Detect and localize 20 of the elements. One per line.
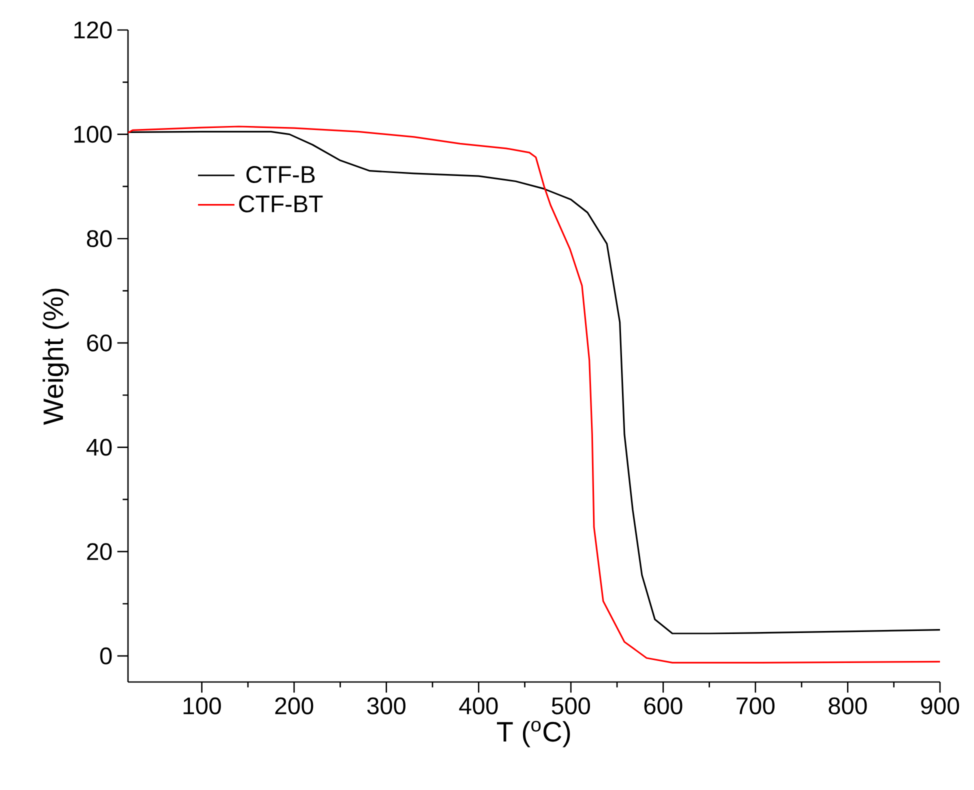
y-tick-label: 100 (74, 126, 112, 143)
x-tick-label: 600 (644, 697, 682, 714)
x-tick-label: 500 (552, 697, 590, 714)
x-tick-label: 700 (736, 697, 775, 714)
y-tick-label: 20 (87, 543, 112, 560)
y-tick-label: 0 (100, 647, 112, 664)
legend-label: CTF-B (246, 166, 315, 183)
x-tick-label: 200 (275, 697, 314, 714)
x-tick-label: 900 (921, 697, 960, 714)
legend-label: CTF-BT (239, 195, 323, 212)
y-tick-label: 40 (86, 438, 112, 456)
y-tick-label: 120 (74, 21, 112, 38)
x-tick-label: 400 (459, 697, 498, 714)
x-tick-label: 300 (367, 697, 406, 714)
y-axis-title: Weight (%) (42, 288, 69, 425)
x-axis-title: T ($^{o}$C) (496, 720, 570, 748)
x-tick-label: 100 (184, 697, 221, 714)
y-tick-label: 80 (86, 230, 112, 248)
y-tick-label: 60 (87, 334, 112, 352)
x-tick-label: 800 (828, 697, 867, 714)
